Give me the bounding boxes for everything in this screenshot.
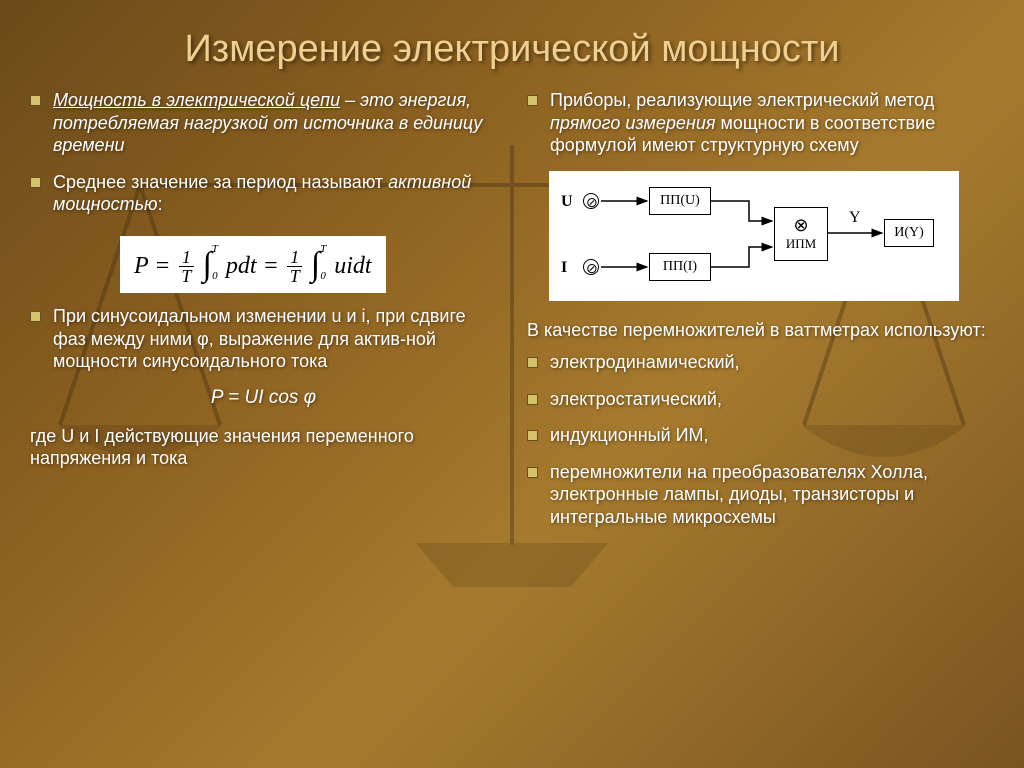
- note-ui: где U и I действующие значения переменно…: [30, 425, 497, 470]
- sin-text: При синусоидальном изменении u и i, при …: [53, 305, 497, 373]
- bullet-avg: Среднее значение за период называют акти…: [30, 171, 497, 216]
- columns: Мощность в электрической цепи – это энер…: [0, 89, 1024, 542]
- f-eq: =: [263, 253, 279, 279]
- li-3: перемножители на преобразователях Холла,…: [550, 461, 994, 529]
- page-title: Измерение электрической мощности: [0, 0, 1024, 89]
- dev-pre: Приборы, реализующие электрический метод: [550, 90, 934, 110]
- f-i1: pdt: [226, 253, 257, 279]
- bullet-icon: [30, 95, 41, 106]
- f-int-bot: 0: [212, 271, 218, 282]
- bullet-icon: [30, 177, 41, 188]
- list-item: электростатический,: [527, 388, 994, 411]
- bullet-icon: [527, 95, 538, 106]
- f-lhs: P =: [134, 253, 170, 279]
- multipliers-intro: В качестве перемножителей в ваттметрах и…: [527, 319, 994, 342]
- list-item: перемножители на преобразователях Холла,…: [527, 461, 994, 529]
- f-i2: uidt: [334, 253, 371, 279]
- block-diagram: U ⊘ I ⊘ ПП(U) ПП(I) ⊗ ИПМ Y И(Y): [549, 171, 959, 301]
- f-den: T: [178, 267, 194, 285]
- li-0: электродинамический,: [550, 351, 994, 374]
- f-num2: 1: [287, 248, 302, 267]
- f-int-top2: T: [320, 244, 326, 255]
- avg-post: :: [158, 194, 163, 214]
- formula-cos: P = UI cos φ: [30, 387, 497, 409]
- bullet-devices: Приборы, реализующие электрический метод…: [527, 89, 994, 157]
- avg-pre: Среднее значение за период называют: [53, 172, 388, 192]
- f-num: 1: [179, 248, 194, 267]
- f-den2: T: [287, 267, 303, 285]
- right-column: Приборы, реализующие электрический метод…: [527, 89, 994, 542]
- f-int-bot2: 0: [320, 271, 326, 282]
- bullet-icon: [527, 357, 538, 368]
- bullet-icon: [527, 467, 538, 478]
- list-item: электродинамический,: [527, 351, 994, 374]
- bullet-icon: [527, 394, 538, 405]
- li-2: индукционный ИМ,: [550, 424, 994, 447]
- left-column: Мощность в электрической цепи – это энер…: [30, 89, 497, 542]
- formula-integral: P = 1T ∫T0 pdt = 1T ∫T0 uidt: [120, 236, 386, 294]
- bullet-icon: [30, 311, 41, 322]
- bullet-definition: Мощность в электрической цепи – это энер…: [30, 89, 497, 157]
- bullet-icon: [527, 430, 538, 441]
- dev-em: прямого измерения: [550, 113, 715, 133]
- def-lead: Мощность в электрической цепи: [53, 90, 340, 110]
- bullet-sinusoidal: При синусоидальном изменении u и i, при …: [30, 305, 497, 373]
- f-int-top: T: [212, 244, 218, 255]
- list-item: индукционный ИМ,: [527, 424, 994, 447]
- li-1: электростатический,: [550, 388, 994, 411]
